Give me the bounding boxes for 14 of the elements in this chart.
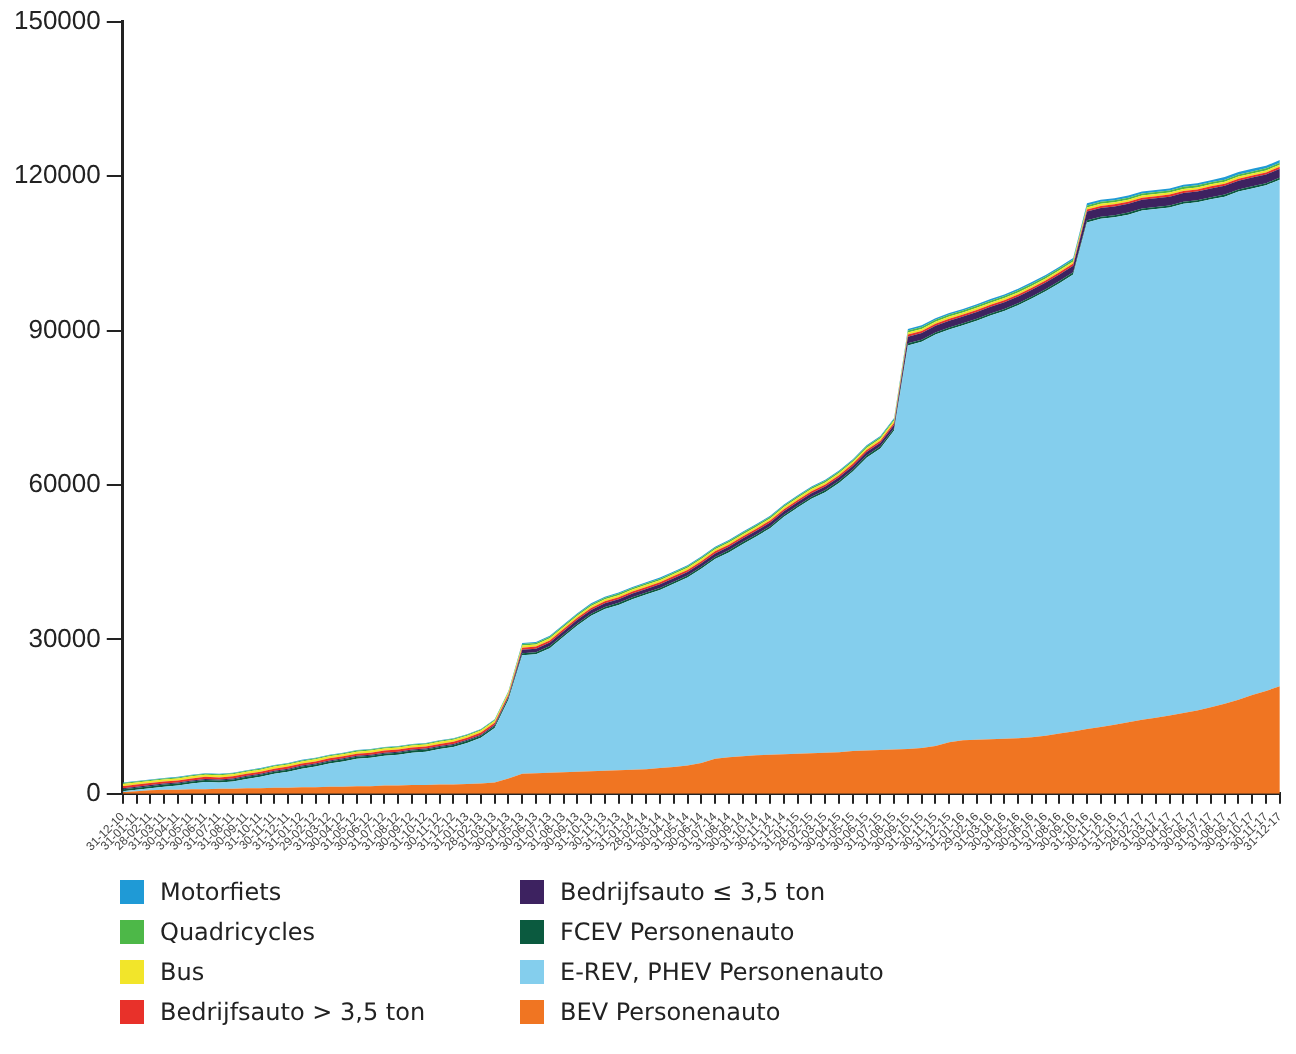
legend-label: Bedrijfsauto > 3,5 ton — [160, 998, 426, 1026]
legend-label: Motorfiets — [160, 878, 282, 906]
legend-label: Bus — [160, 958, 205, 986]
legend-label: Bedrijfsauto ≤ 3,5 ton — [560, 878, 826, 906]
y-tick-label: 0 — [86, 777, 101, 808]
y-tick-label: 150000 — [13, 4, 101, 35]
legend-label: FCEV Personenauto — [560, 918, 795, 946]
y-tick-label: 120000 — [13, 159, 101, 190]
legend-label: Quadricycles — [160, 918, 316, 946]
y-tick-label: 90000 — [28, 313, 101, 344]
y-tick-label: 60000 — [28, 468, 101, 499]
legend-label: E-REV, PHEV Personenauto — [560, 958, 884, 986]
y-tick-label: 30000 — [28, 622, 101, 653]
legend-label: BEV Personenauto — [560, 998, 781, 1026]
